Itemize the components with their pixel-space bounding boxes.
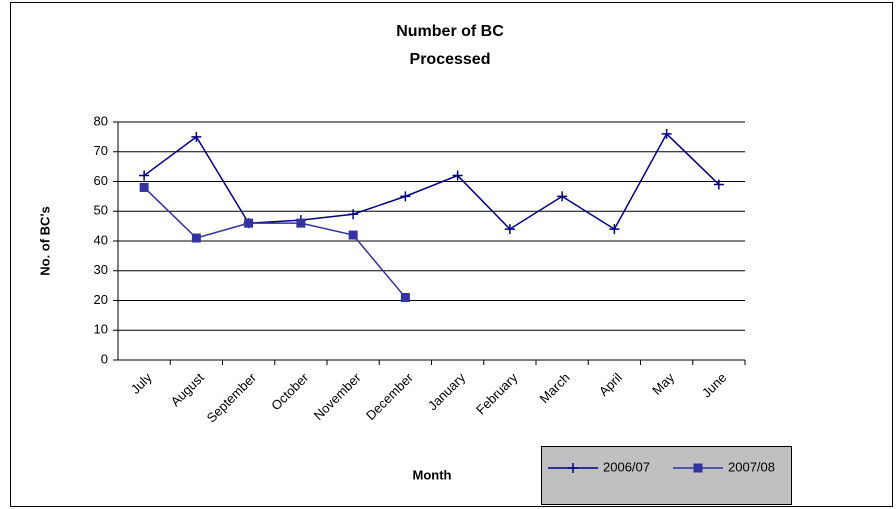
data-point — [609, 224, 620, 235]
legend-marker — [693, 463, 703, 473]
legend-box — [541, 446, 792, 505]
chart-title: Number of BC Processed — [396, 23, 504, 68]
series-line — [143, 186, 406, 299]
chart-border — [10, 2, 893, 507]
series-line — [143, 132, 720, 231]
data-point — [296, 218, 306, 228]
data-point — [348, 209, 359, 220]
data-point — [504, 224, 515, 235]
y-tick-label: 20 — [94, 292, 108, 307]
legend-marker — [568, 463, 578, 473]
legend-label: 2006/07 — [603, 459, 650, 474]
x-axis-title: Month — [413, 467, 452, 482]
data-point — [139, 170, 150, 181]
y-tick-label: 70 — [94, 143, 108, 158]
y-tick-label: 80 — [94, 113, 108, 128]
data-point — [713, 179, 724, 190]
data-point — [400, 191, 411, 202]
data-point — [400, 293, 410, 303]
data-point — [557, 191, 568, 202]
data-point — [348, 230, 358, 240]
y-tick-label: 30 — [94, 262, 108, 277]
y-tick-label: 0 — [101, 351, 108, 366]
y-tick-label: 10 — [94, 322, 108, 337]
data-point — [452, 170, 463, 181]
data-point — [191, 233, 201, 243]
y-tick-label: 40 — [94, 232, 108, 247]
data-point — [139, 182, 149, 192]
data-point — [244, 218, 254, 228]
legend-label: 2007/08 — [728, 459, 775, 474]
data-point — [661, 128, 672, 139]
y-tick-label: 50 — [94, 203, 108, 218]
y-axis-title: No. of BC's — [37, 206, 52, 276]
y-tick-label: 60 — [94, 173, 108, 188]
data-point — [191, 131, 202, 142]
